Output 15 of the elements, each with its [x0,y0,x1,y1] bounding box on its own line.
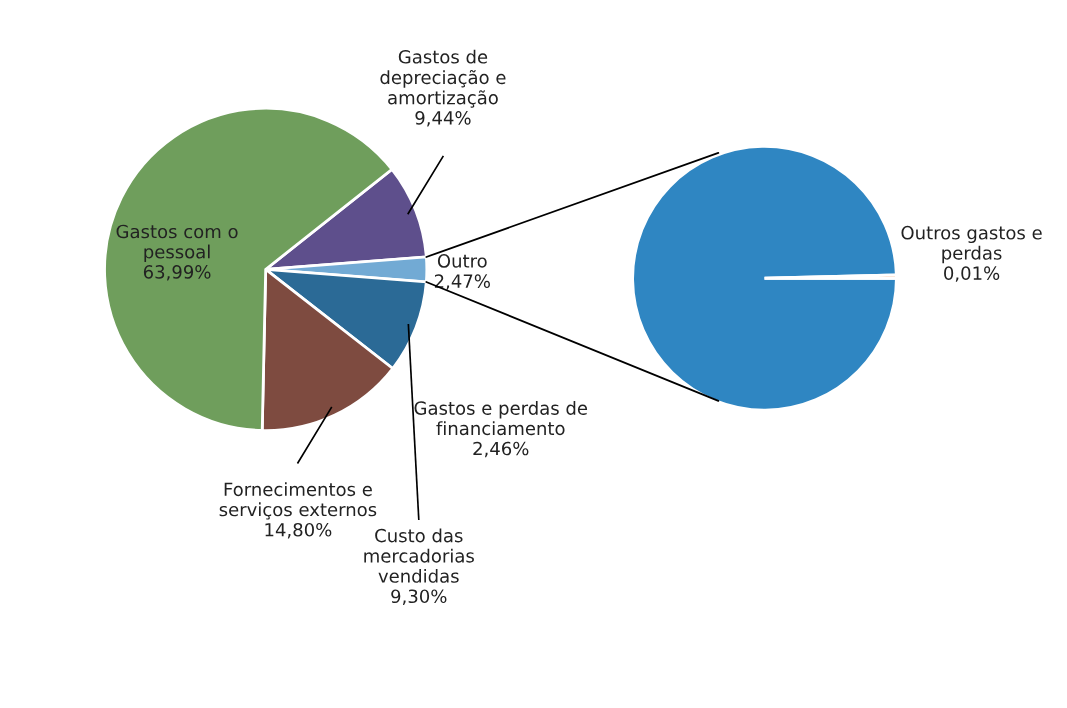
data-label: 9,30% [391,589,447,605]
pie-slice [631,144,898,412]
data-label: 9,44% [415,111,471,127]
slice-label: Outro [437,254,487,268]
slice-label: Fornecimentos e serviços externos [219,482,377,520]
slice-label: Gastos e perdas de financiamento [414,400,588,436]
slice-label: Custo das mercadorias vendidas [364,528,474,583]
slice-label: Gastos com o pessoal [116,224,238,263]
slice-label: Gastos de depreciação e amortização [380,49,506,108]
data-label: 2,46% [473,441,529,458]
data-label: 14,80% [265,522,332,539]
data-label: 0,01% [944,266,1000,282]
slice-label: Outros gastos e perdas [901,225,1042,264]
data-label: 63,99% [143,265,211,281]
data-label: 2,47% [434,274,490,290]
